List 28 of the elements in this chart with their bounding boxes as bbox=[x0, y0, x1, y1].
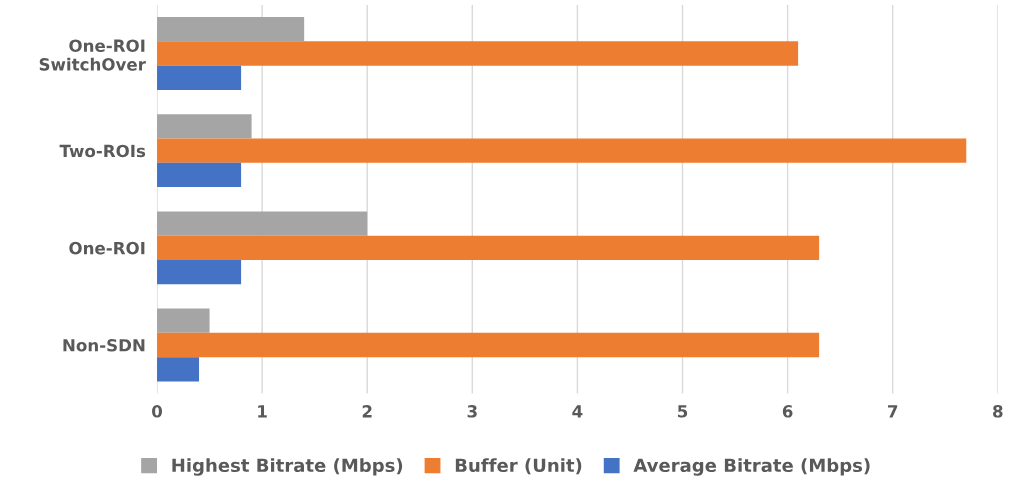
x-tick-label: 1 bbox=[258, 405, 267, 418]
x-tick-label: 7 bbox=[888, 405, 898, 418]
y-tick-label: Non-SDN bbox=[63, 338, 145, 352]
bar bbox=[157, 17, 305, 42]
x-tick-label: 8 bbox=[993, 405, 1003, 418]
x-tick-label: 5 bbox=[678, 405, 688, 418]
y-tick-label: Two-ROIs bbox=[59, 144, 146, 158]
bar bbox=[157, 114, 252, 139]
bar bbox=[157, 235, 820, 260]
legend-label: Highest Bitrate (Mbps) bbox=[172, 458, 403, 476]
y-tick-label: One-ROI bbox=[69, 241, 145, 255]
bar bbox=[157, 162, 242, 188]
bar bbox=[157, 65, 242, 90]
bar bbox=[157, 357, 200, 382]
x-tick-label: 0 bbox=[152, 405, 163, 418]
bar bbox=[157, 332, 820, 358]
bar bbox=[157, 41, 799, 66]
x-tick-label: 6 bbox=[782, 405, 793, 418]
bar bbox=[157, 211, 368, 236]
legend-label: Average Bitrate (Mbps) bbox=[633, 458, 870, 476]
bar bbox=[157, 138, 967, 163]
x-tick-label: 2 bbox=[362, 405, 372, 418]
legend-label: Buffer (Unit) bbox=[455, 458, 582, 475]
x-tick-label: 3 bbox=[467, 405, 477, 418]
x-tick-label: 4 bbox=[572, 405, 583, 418]
bar bbox=[157, 308, 210, 333]
y-tick-label: One-ROI SwitchOver bbox=[39, 39, 146, 71]
bar bbox=[157, 259, 242, 285]
